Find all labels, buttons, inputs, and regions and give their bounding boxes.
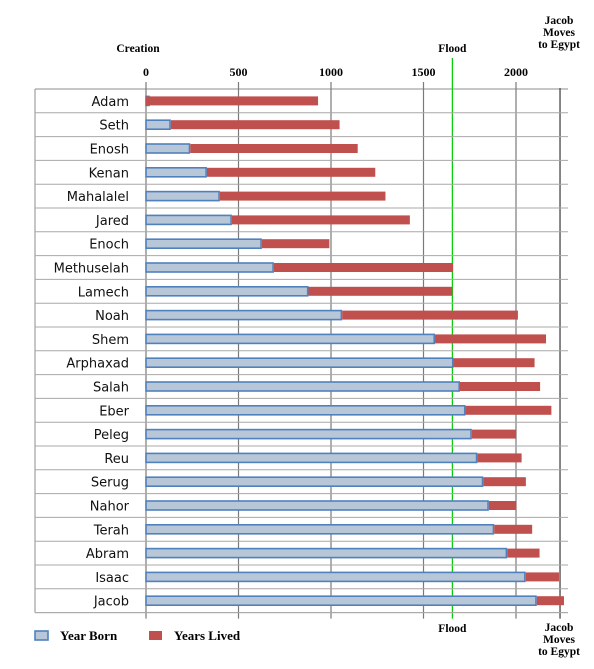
reference-labels: Creation Flood Flood Jacob Moves to Egypt Jaco… xyxy=(116,15,580,658)
bar-years-lived xyxy=(460,382,541,391)
bar-years-lived xyxy=(342,310,518,320)
legend-swatch xyxy=(34,630,49,641)
reference-label-bottom: Jacob Moves to Egypt xyxy=(538,622,580,658)
category-label: Terah xyxy=(93,523,129,538)
bar-year-born xyxy=(145,167,207,178)
bar-years-lived xyxy=(536,596,564,606)
bar-year-born xyxy=(145,309,343,321)
bar-year-born xyxy=(145,428,472,440)
bar-years-lived xyxy=(494,524,533,534)
bar-years-lived xyxy=(308,286,453,296)
bar-year-born xyxy=(145,452,478,464)
bar-year-born xyxy=(145,547,508,559)
category-row-lines xyxy=(35,112,568,614)
category-label: Serug xyxy=(91,476,129,491)
category-label: Mahalalel xyxy=(67,190,129,205)
bar-year-born xyxy=(145,595,537,607)
category-label: Lamech xyxy=(78,285,129,300)
category-label: Jared xyxy=(95,214,129,229)
category-label: Salah xyxy=(93,381,129,396)
category-label: Arphaxad xyxy=(66,357,129,372)
category-label: Eber xyxy=(99,404,129,419)
bar-year-born xyxy=(145,476,484,488)
x-tick-label: 1000 xyxy=(319,65,343,79)
category-label: Adam xyxy=(91,95,129,110)
bar-years-lived xyxy=(525,572,559,582)
category-label: Methuselah xyxy=(54,262,129,277)
category-label: Peleg xyxy=(94,428,129,443)
bar-years-lived xyxy=(465,405,552,415)
bar-year-born xyxy=(145,523,495,535)
bars xyxy=(145,95,564,607)
category-label: Reu xyxy=(104,452,129,467)
bar-year-born xyxy=(145,571,526,583)
category-label: Enosh xyxy=(90,143,129,158)
bar-years-lived xyxy=(206,167,376,177)
bar-year-born xyxy=(145,262,274,273)
bar-years-lived xyxy=(170,120,340,130)
bar-years-lived xyxy=(219,191,386,201)
x-tick-labels: 0 500 1000 1500 2000 xyxy=(143,65,528,79)
category-label: Kenan xyxy=(89,166,129,181)
bar-year-born xyxy=(145,238,262,249)
bar-years-lived xyxy=(488,501,517,510)
bar-years-lived xyxy=(471,429,517,439)
bar-years-lived xyxy=(146,96,319,106)
x-tick-label: 2000 xyxy=(504,65,528,79)
bar-year-born xyxy=(145,285,309,297)
bar-years-lived xyxy=(231,215,410,225)
category-label: Isaac xyxy=(95,571,129,586)
bar-years-lived xyxy=(435,334,547,344)
category-label: Seth xyxy=(99,119,129,134)
category-label: Enoch xyxy=(89,238,129,253)
x-tick-label: 0 xyxy=(143,65,149,79)
bar-year-born xyxy=(145,381,461,392)
bar-year-born xyxy=(145,190,220,202)
bar-year-born xyxy=(145,404,466,416)
bar-years-lived xyxy=(190,144,358,153)
bar-years-lived xyxy=(507,548,540,558)
reference-label-top: Flood xyxy=(438,43,467,55)
legend-swatch xyxy=(149,631,162,640)
category-label: Jacob xyxy=(93,595,129,610)
bar-year-born xyxy=(145,333,436,345)
category-label: Nahor xyxy=(90,500,130,515)
reference-label-top: Creation xyxy=(116,43,160,55)
legend: Year Born Years Lived xyxy=(34,628,241,643)
bar-year-born xyxy=(145,357,454,369)
bar-year-born xyxy=(145,119,171,130)
bar-year-born xyxy=(145,214,232,226)
legend-item: Year Born xyxy=(34,628,118,643)
x-tick-label: 500 xyxy=(230,65,248,79)
bar-years-lived xyxy=(261,239,330,249)
bar-year-born xyxy=(145,500,489,511)
bar-years-lived xyxy=(453,358,535,368)
reference-label-top: Jacob Moves to Egypt xyxy=(538,15,580,51)
category-label: Noah xyxy=(95,309,129,324)
legend-item: Years Lived xyxy=(149,628,241,643)
bar-years-lived xyxy=(483,477,526,487)
x-tick-label: 1500 xyxy=(412,65,436,79)
legend-label: Years Lived xyxy=(174,628,241,643)
bar-years-lived xyxy=(477,453,522,463)
category-label: Shem xyxy=(92,333,129,348)
category-label: Abram xyxy=(86,547,129,562)
reference-label-bottom: Flood xyxy=(438,623,467,635)
bar-years-lived xyxy=(273,263,454,272)
bar-year-born xyxy=(145,143,191,154)
legend-label: Year Born xyxy=(60,628,118,643)
category-labels: Adam Seth Enosh Kenan Mahalalel Jared Enoch Met… xyxy=(54,95,130,610)
